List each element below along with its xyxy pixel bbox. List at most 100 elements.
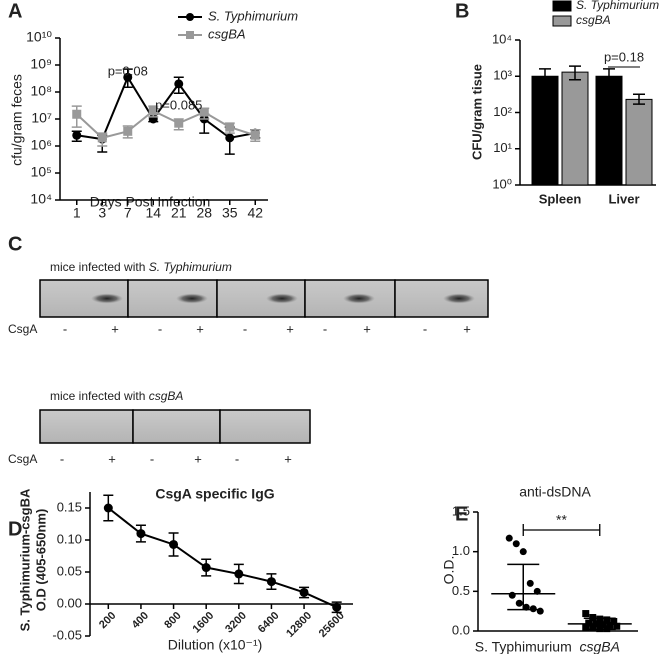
y-axis-label: cfu/gram feces: [9, 74, 25, 166]
blot-strip: [132, 409, 221, 444]
x-tick-label: 800: [162, 610, 183, 631]
caption-text: mice infected with: [50, 389, 149, 403]
y-tick-label: -0.05: [52, 627, 82, 642]
x-tick-label: csgBA: [580, 639, 620, 654]
blot-band: [443, 293, 475, 304]
point: [508, 591, 516, 599]
x-tick-label: 3: [98, 205, 106, 221]
annotation: **: [556, 512, 567, 528]
caption-strain: S. Typhimurium: [149, 260, 232, 274]
lane-sign: -: [323, 321, 327, 336]
point: [585, 619, 593, 627]
x-axis-label: Dilution (x10⁻¹): [168, 637, 263, 653]
y-tick-label: 10¹: [493, 140, 512, 155]
blot-band: [266, 293, 298, 304]
caption: mice infected with csgBA: [50, 389, 183, 403]
panel-label: B: [455, 0, 469, 22]
point: [515, 599, 523, 607]
y-axis-label: O.D.: [441, 556, 457, 585]
marker: [225, 133, 235, 143]
caption: mice infected with S. Typhimurium: [50, 260, 232, 274]
lane-sign: -: [158, 321, 162, 336]
blot-strip: [39, 409, 134, 444]
row-label: CsgA: [8, 322, 37, 336]
lane-sign: -: [235, 451, 239, 466]
y-tick-label: 10⁵: [31, 164, 52, 180]
point: [526, 579, 534, 587]
blot-strip: [304, 279, 396, 318]
x-tick-label: 42: [247, 205, 263, 221]
point: [519, 548, 527, 556]
bar: [561, 71, 589, 186]
legend-swatch: [552, 15, 572, 27]
row-label: CsgA: [8, 452, 37, 466]
marker: [123, 126, 133, 136]
legend-label: S. Typhimurium: [576, 0, 659, 12]
y-tick-label: 10⁷: [31, 110, 52, 126]
blot-band: [343, 293, 375, 304]
marker: [97, 133, 107, 143]
x-tick-label: 25600: [317, 610, 347, 640]
point: [512, 540, 520, 548]
marker: [332, 602, 342, 612]
y-tick-label: 10⁹: [30, 56, 52, 72]
point: [603, 625, 611, 633]
line: [76, 75, 256, 141]
blot-band: [91, 293, 123, 304]
y-axis-label: CFU/gram tisue: [469, 64, 484, 160]
annotation: p=0.08: [108, 63, 148, 78]
point: [610, 617, 618, 625]
x-tick-label: 14: [145, 205, 161, 221]
lane-sign: +: [196, 321, 204, 336]
marker: [103, 503, 113, 513]
y-tick-label: 10⁸: [31, 83, 53, 99]
error-bar: [603, 68, 615, 84]
marker: [169, 539, 179, 549]
y-tick-label: 0.05: [57, 563, 82, 578]
error-bar: [569, 65, 581, 81]
marker: [234, 569, 244, 579]
x-tick-label: 6400: [256, 610, 282, 636]
x-tick-label: Spleen: [539, 191, 582, 206]
panel-label: D: [8, 518, 22, 540]
x-tick-label: 1: [73, 205, 81, 221]
y-tick-label: 10⁶: [31, 137, 52, 153]
annotation: p=0.085: [155, 97, 202, 112]
marker: [266, 577, 276, 587]
x-tick-label: Liver: [608, 191, 639, 206]
legend-swatch: [552, 0, 572, 12]
x-tick-label: 3200: [223, 610, 249, 636]
y-tick-label: 0.5: [452, 583, 470, 598]
sd-bar: [583, 617, 616, 631]
y-tick-label: 0.10: [57, 531, 82, 546]
error-bar: [539, 68, 551, 84]
point: [582, 623, 590, 631]
x-tick-label: 7: [124, 205, 132, 221]
legend-label: csgBA: [208, 26, 246, 41]
caption-text: mice infected with: [50, 260, 149, 274]
lane-sign: -: [60, 451, 64, 466]
bar: [625, 98, 653, 186]
marker: [72, 130, 82, 140]
marker: [123, 72, 133, 82]
point: [599, 621, 607, 629]
x-tick-label: 1600: [191, 610, 217, 636]
chart-title: anti-dsDNA: [519, 484, 591, 500]
lane-sign: +: [108, 451, 116, 466]
x-tick-label: 400: [130, 610, 151, 631]
x-tick-label: 21: [171, 205, 187, 221]
y-axis-label: S. Typhimurium-csgBA: [17, 488, 32, 631]
y-tick-label: 10⁰: [492, 176, 512, 191]
point: [505, 534, 513, 542]
y-tick-label: 10⁴: [30, 191, 52, 207]
marker: [174, 79, 184, 89]
lane-sign: -: [150, 451, 154, 466]
bracket: [522, 524, 601, 536]
y-tick-label: 0.15: [57, 499, 82, 514]
lane-sign: +: [363, 321, 371, 336]
legend-marker: [186, 31, 194, 39]
lane-sign: -: [63, 321, 67, 336]
point: [603, 616, 611, 624]
panel-label: A: [8, 0, 22, 22]
y-tick-label: 1.5: [452, 503, 470, 518]
